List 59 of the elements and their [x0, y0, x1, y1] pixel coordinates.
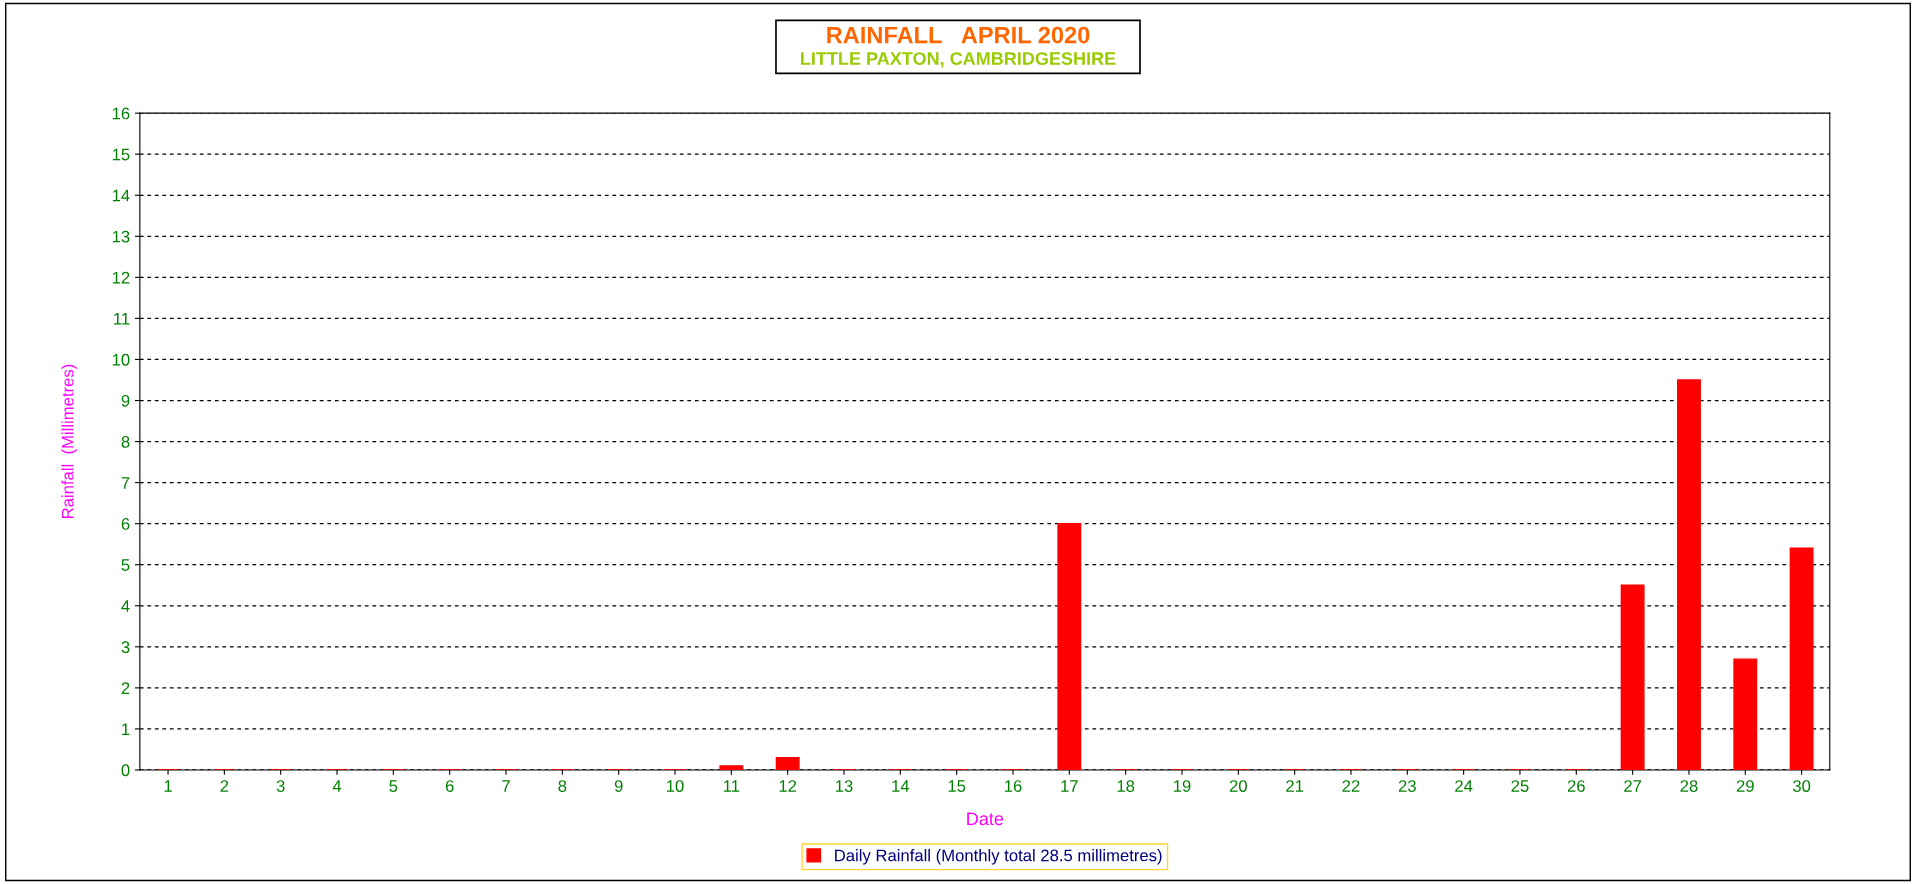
x-tick-label: 4 — [332, 780, 342, 792]
y-tick-label: 13 — [112, 230, 130, 243]
y-tick-label: 9 — [121, 394, 130, 407]
y-tick-label: 7 — [121, 477, 130, 489]
x-tick-label: 27 — [1624, 780, 1642, 792]
y-tick-label: 11 — [114, 312, 130, 325]
y-tick-label: 4 — [121, 600, 130, 612]
x-tick-label: 23 — [1398, 780, 1416, 792]
x-tick-label: 30 — [1792, 780, 1811, 792]
x-tick-label: 16 — [1004, 780, 1022, 792]
x-tick-label: 10 — [667, 780, 684, 792]
y-tick-label: 6 — [121, 518, 130, 530]
x-tick-label: 21 — [1286, 780, 1304, 792]
legend-label: Daily Rainfall (Monthly total 28.5 millimetres) — [835, 849, 1162, 865]
y-tick-label: 8 — [121, 435, 130, 448]
x-tick-label: 3 — [276, 780, 285, 792]
x-tick-label: 18 — [1117, 780, 1135, 792]
y-tick-label: 5 — [121, 559, 130, 571]
x-tick-label: 2 — [220, 780, 229, 792]
x-tick-label: 22 — [1342, 780, 1360, 792]
bar — [1620, 584, 1645, 770]
y-tick-label: 1 — [122, 723, 130, 735]
y-tick-label: 2 — [121, 682, 130, 694]
x-tick-label: 14 — [892, 780, 910, 792]
chart-title: RAINFALL APRIL 2020 — [827, 26, 1090, 44]
x-tick-label: 9 — [614, 780, 623, 792]
bar — [1057, 522, 1082, 770]
y-tick-label: 0 — [121, 764, 130, 777]
x-tick-label: 19 — [1173, 780, 1191, 792]
x-tick-label: 13 — [836, 780, 853, 792]
bar — [775, 756, 800, 770]
x-tick-label: 29 — [1736, 780, 1754, 792]
x-tick-label: 28 — [1680, 780, 1698, 792]
y-tick-label: 3 — [121, 641, 130, 654]
x-tick-label: 8 — [558, 780, 567, 792]
x-tick-label: 5 — [389, 780, 398, 792]
x-tick-label: 17 — [1061, 780, 1078, 792]
x-tick-label: 11 — [723, 780, 740, 792]
bar — [1676, 379, 1701, 770]
x-tick-label: 6 — [445, 780, 454, 792]
bar — [719, 765, 744, 770]
y-axis-title: Rainfall (Millimetres) — [61, 364, 77, 518]
x-tick-label: 25 — [1511, 780, 1529, 792]
y-tick-label: 10 — [112, 353, 130, 366]
y-tick-label: 16 — [112, 107, 130, 120]
x-tick-label: 24 — [1455, 780, 1473, 792]
x-tick-label: 7 — [502, 780, 510, 792]
bar — [1733, 658, 1758, 770]
y-tick-label: 12 — [112, 271, 130, 284]
x-tick-label: 20 — [1229, 780, 1247, 792]
chart-subtitle: LITTLE PAXTON, CAMBRIDGESHIRE — [801, 52, 1116, 68]
bar — [1789, 547, 1814, 770]
y-tick-label: 15 — [112, 148, 130, 161]
y-tick-label: 14 — [112, 189, 130, 202]
x-axis-title: Date — [967, 812, 1004, 826]
x-tick-label: 26 — [1567, 780, 1585, 792]
x-tick-label: 1 — [164, 780, 172, 792]
x-tick-label: 15 — [948, 780, 966, 792]
x-tick-label: 12 — [779, 780, 797, 792]
